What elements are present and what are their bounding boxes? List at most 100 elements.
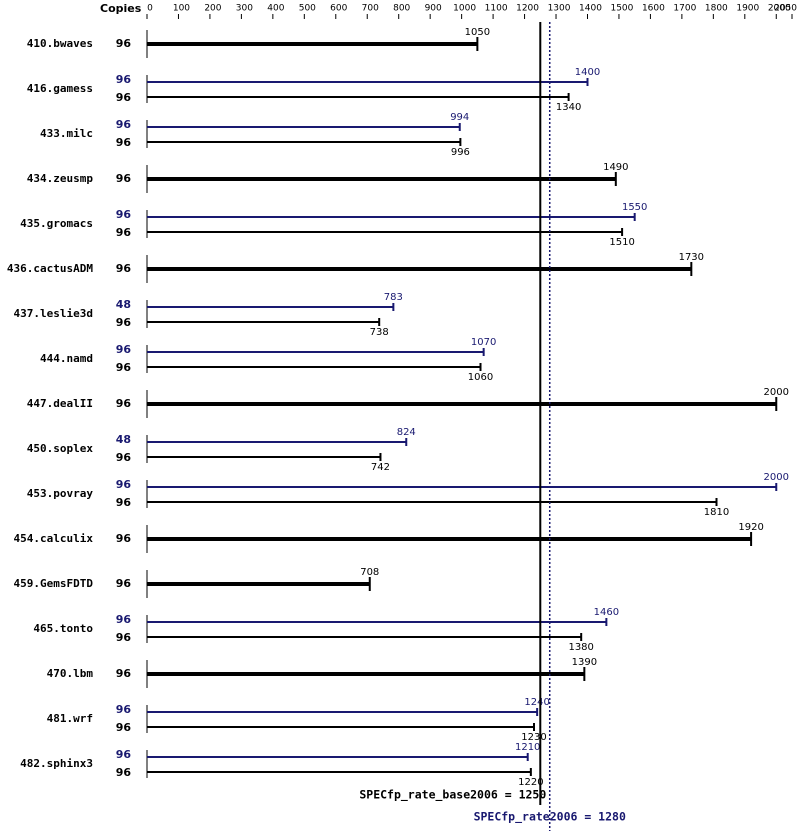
- benchmark-label: 447.dealII: [27, 397, 93, 410]
- value-label: 1070: [471, 337, 496, 348]
- bar: [147, 231, 623, 233]
- x-tick-label: 500: [299, 4, 316, 14]
- value-label: 1060: [468, 372, 493, 383]
- copies-label: 96: [116, 766, 132, 779]
- benchmark-label: 465.tonto: [33, 622, 93, 635]
- copies-label: 96: [116, 613, 132, 626]
- x-tick-label: 200: [204, 4, 221, 14]
- x-tick-label: 1900: [736, 4, 759, 14]
- value-label: 1210: [515, 742, 540, 753]
- benchmark-label: 481.wrf: [47, 712, 93, 725]
- benchmark-label: 482.sphinx3: [20, 757, 93, 770]
- axis-header: Copies: [100, 2, 142, 15]
- bar: [147, 141, 461, 143]
- benchmark-label: 410.bwaves: [27, 37, 93, 50]
- x-tick-label: 2050: [774, 4, 797, 14]
- x-tick-label: 1100: [485, 4, 508, 14]
- value-label: 1460: [594, 607, 619, 618]
- copies-label: 96: [116, 226, 132, 239]
- copies-label: 96: [116, 703, 132, 716]
- value-label: 1220: [518, 777, 543, 788]
- bar: [147, 306, 394, 308]
- value-label: 1510: [609, 237, 634, 248]
- benchmark-label: 444.namd: [40, 352, 93, 365]
- x-tick-label: 1200: [516, 4, 539, 14]
- x-tick-label: 1500: [610, 4, 633, 14]
- copies-label: 96: [116, 631, 132, 644]
- peak-summary: SPECfp_rate2006 = 1280: [474, 810, 626, 825]
- bar: [147, 756, 528, 758]
- benchmark-label: 454.calculix: [14, 532, 94, 545]
- value-label: 1920: [738, 522, 763, 533]
- bar: [147, 42, 478, 46]
- copies-label: 96: [116, 118, 132, 131]
- benchmark-label: 416.gamess: [27, 82, 93, 95]
- copies-label: 96: [116, 316, 132, 329]
- value-label: 1490: [603, 162, 628, 173]
- value-label: 708: [360, 567, 379, 578]
- copies-label: 96: [116, 451, 132, 464]
- copies-label: 96: [116, 172, 132, 185]
- bar: [147, 582, 370, 586]
- copies-label: 96: [116, 73, 132, 86]
- x-tick-label: 100: [173, 4, 190, 14]
- bar: [147, 216, 635, 218]
- benchmark-label: 436.cactusADM: [7, 262, 93, 275]
- bar: [147, 81, 588, 83]
- x-tick-label: 800: [393, 4, 410, 14]
- x-tick-label: 400: [267, 4, 284, 14]
- value-label: 1240: [524, 697, 549, 708]
- x-tick-label: 600: [330, 4, 347, 14]
- x-tick-label: 700: [362, 4, 379, 14]
- value-label: 1400: [575, 67, 600, 78]
- copies-label: 96: [116, 208, 132, 221]
- bar: [147, 621, 607, 623]
- x-tick-label: 900: [425, 4, 442, 14]
- x-tick-label: 1000: [453, 4, 476, 14]
- bar: [147, 486, 777, 488]
- bar: [147, 351, 484, 353]
- value-label: 738: [370, 327, 389, 338]
- copies-label: 96: [116, 496, 132, 509]
- x-tick-label: 1300: [548, 4, 571, 14]
- copies-label: 96: [116, 343, 132, 356]
- bar: [147, 672, 585, 676]
- bar: [147, 96, 569, 98]
- benchmark-label: 434.zeusmp: [27, 172, 94, 185]
- x-tick-label: 1400: [579, 4, 602, 14]
- bar: [147, 321, 380, 323]
- value-label: 2000: [764, 387, 789, 398]
- value-label: 994: [450, 112, 469, 123]
- copies-label: 96: [116, 361, 132, 374]
- benchmark-label: 453.povray: [27, 487, 94, 500]
- copies-label: 96: [116, 262, 132, 275]
- benchmark-label: 450.soplex: [27, 442, 94, 455]
- benchmark-label: 435.gromacs: [20, 217, 93, 230]
- value-label: 783: [384, 292, 403, 303]
- bar: [147, 402, 777, 406]
- value-label: 1390: [572, 657, 597, 668]
- bar: [147, 537, 752, 541]
- value-label: 1340: [556, 102, 581, 113]
- copies-label: 96: [116, 667, 132, 680]
- bar: [147, 366, 481, 368]
- bar: [147, 771, 531, 773]
- bar: [147, 441, 407, 443]
- x-tick-label: 1600: [642, 4, 665, 14]
- bar: [147, 711, 538, 713]
- copies-label: 96: [116, 721, 132, 734]
- copies-label: 96: [116, 37, 132, 50]
- x-tick-label: 1700: [673, 4, 696, 14]
- copies-label: 96: [116, 397, 132, 410]
- bar: [147, 636, 582, 638]
- value-label: 1230: [521, 732, 546, 743]
- base-summary: SPECfp_rate_base2006 = 1250: [359, 788, 546, 803]
- value-label: 824: [397, 427, 416, 438]
- copies-label: 96: [116, 532, 132, 545]
- bar: [147, 177, 616, 181]
- bar: [147, 456, 381, 458]
- benchmark-label: 470.lbm: [47, 667, 94, 680]
- bar: [147, 267, 692, 271]
- benchmark-label: 437.leslie3d: [14, 307, 93, 320]
